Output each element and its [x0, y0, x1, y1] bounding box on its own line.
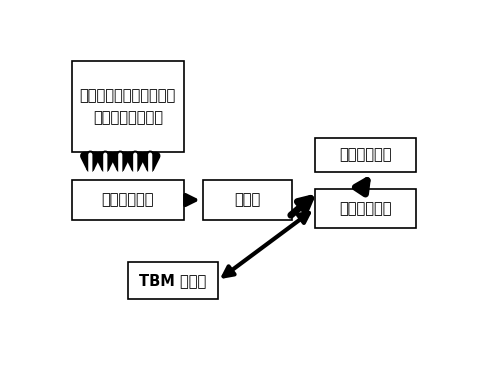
Text: 处理器: 处理器	[234, 192, 261, 208]
FancyBboxPatch shape	[203, 180, 293, 220]
Text: 电感式传感器、热电偶、
霍尔元件、应变片: 电感式传感器、热电偶、 霍尔元件、应变片	[80, 88, 176, 125]
Text: TBM 上位机: TBM 上位机	[139, 273, 206, 288]
FancyBboxPatch shape	[315, 189, 416, 228]
Text: 工作启停开关: 工作启停开关	[339, 147, 392, 162]
FancyBboxPatch shape	[128, 262, 217, 299]
FancyBboxPatch shape	[315, 138, 416, 172]
Text: 无线通信模块: 无线通信模块	[339, 201, 392, 216]
FancyBboxPatch shape	[71, 180, 184, 220]
FancyBboxPatch shape	[71, 61, 184, 152]
Text: 信号采集模块: 信号采集模块	[101, 192, 154, 208]
